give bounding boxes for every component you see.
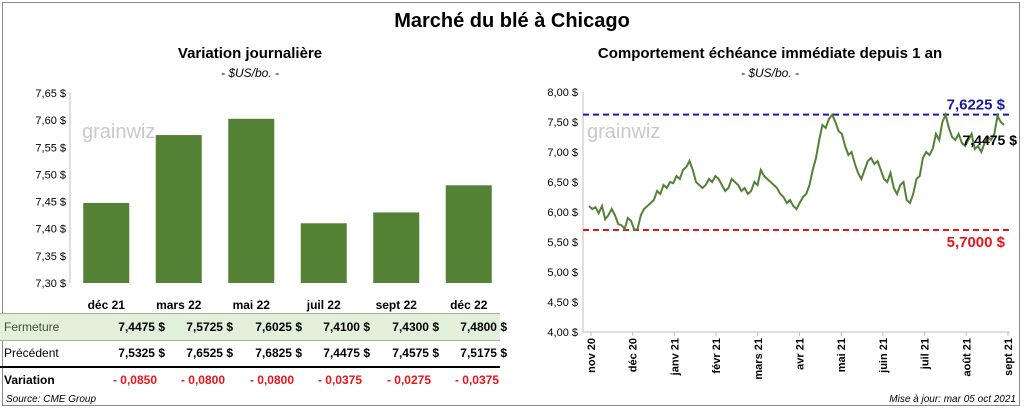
y-tick-label: 7,50 $ (35, 169, 66, 181)
x-category-label: juil 22 (306, 298, 341, 312)
y-tick-label: 4,50 $ (547, 297, 578, 309)
y-tick-label: 7,00 $ (547, 147, 578, 159)
y-tick-label: 6,50 $ (547, 177, 578, 189)
previous-value: 7,5175 $ (460, 346, 507, 360)
close-value: 7,5725 $ (186, 320, 233, 334)
previous-value: 7,4575 $ (392, 346, 439, 360)
bar (300, 223, 347, 283)
close-value: 7,6025 $ (255, 320, 302, 334)
y-tick-label: 5,50 $ (547, 237, 578, 249)
y-tick-label: 7,55 $ (35, 142, 66, 154)
x-tick-label: janv 21 (669, 338, 681, 376)
x-category-label: mai 22 (233, 298, 271, 312)
bar (155, 135, 202, 283)
bar-chart-unit: - $US/bo. - (220, 66, 280, 80)
last-value-label: 7,4475 $ (963, 132, 1018, 148)
source-note: Source: CME Group (6, 394, 97, 405)
table-row-previous: Précédent 7,5325 $ 7,6525 $ 7,6825 $ 7,4… (0, 340, 507, 368)
x-tick-label: févr 21 (711, 338, 723, 373)
bar-chart: grainwiz 7,30 $ 7,35 $ 7,40 $ 7,45 $ 7,50 $ 7,… (35, 88, 492, 312)
bar (83, 202, 130, 283)
row-label-variation: Variation (4, 373, 55, 387)
y-tick-label: 7,60 $ (35, 115, 66, 127)
x-category-label: mars 22 (156, 298, 202, 312)
variation-value: - 0,0375 (317, 373, 362, 387)
close-value: 7,4100 $ (323, 320, 370, 334)
bar (445, 185, 492, 283)
close-value: 7,4475 $ (118, 320, 165, 334)
y-tick-label: 4,00 $ (547, 327, 578, 339)
variation-value: - 0,0800 (249, 373, 294, 387)
y-tick-label: 7,35 $ (35, 251, 66, 263)
bar-chart-title: Variation journalière (177, 45, 323, 62)
close-value: 7,4300 $ (392, 320, 439, 334)
chart-frame (2, 2, 1020, 406)
table-row-variation: Variation - 0,0850 - 0,0800 - 0,0800 - 0… (0, 367, 500, 393)
y-tick-label: 7,40 $ (35, 224, 66, 236)
low-value-label: 5,7000 $ (947, 234, 1006, 251)
x-tick-label: mai 21 (836, 338, 848, 372)
x-category-label: déc 22 (450, 298, 488, 312)
y-tick-label: 8,00 $ (547, 87, 578, 99)
table-row-close: Fermeture 7,4475 $ 7,5725 $ 7,6025 $ 7,4… (0, 313, 507, 341)
y-tick-label: 7,65 $ (35, 88, 66, 100)
x-tick-label: déc 20 (628, 338, 640, 372)
x-tick-label: nov 20 (586, 338, 598, 373)
previous-value: 7,6825 $ (255, 346, 302, 360)
x-tick-label: juin 21 (878, 338, 890, 374)
x-tick-label: sept 21 (1003, 338, 1015, 376)
price-table: Fermeture 7,4475 $ 7,5725 $ 7,6025 $ 7,4… (0, 313, 507, 393)
bar (228, 118, 275, 284)
row-label-close: Fermeture (4, 320, 60, 334)
variation-value: - 0,0850 (112, 373, 157, 387)
y-tick-label: 7,45 $ (35, 197, 66, 209)
row-label-previous: Précédent (4, 346, 59, 360)
line-chart-title: Comportement échéance immédiate depuis 1… (597, 45, 943, 62)
high-value-label: 7,6225 $ (947, 97, 1006, 114)
main-title: Marché du blé à Chicago (394, 10, 630, 32)
y-tick-label: 7,30 $ (35, 278, 66, 290)
x-tick-label: juil 21 (920, 338, 932, 370)
watermark: grainwiz (82, 121, 155, 143)
line-chart: grainwiz 4,00 $ 4,50 $ 5,00 $ 5,50 $ 6,00 $ 6,… (547, 87, 1018, 380)
y-tick-label: 6,00 $ (547, 207, 578, 219)
update-note: Mise à jour: mar 05 oct 2021 (889, 394, 1016, 405)
variation-value: - 0,0275 (386, 373, 431, 387)
variation-value: - 0,0800 (180, 373, 225, 387)
x-tick-label: août 21 (961, 338, 973, 377)
x-tick-label: avr 21 (795, 338, 807, 370)
previous-value: 7,5325 $ (118, 346, 165, 360)
close-value: 7,4800 $ (460, 320, 507, 334)
previous-value: 7,6525 $ (186, 346, 233, 360)
bar (373, 212, 420, 283)
y-tick-label: 7,50 $ (547, 117, 578, 129)
watermark: grainwiz (587, 121, 660, 143)
previous-value: 7,4475 $ (323, 346, 370, 360)
line-chart-unit: - $US/bo. - (740, 66, 800, 80)
x-tick-label: mars 21 (753, 338, 765, 380)
x-category-label: déc 21 (88, 298, 126, 312)
price-series-line (588, 111, 1005, 232)
y-tick-label: 5,00 $ (547, 267, 578, 279)
variation-value: - 0,0375 (454, 373, 499, 387)
x-category-label: sept 22 (376, 298, 418, 312)
